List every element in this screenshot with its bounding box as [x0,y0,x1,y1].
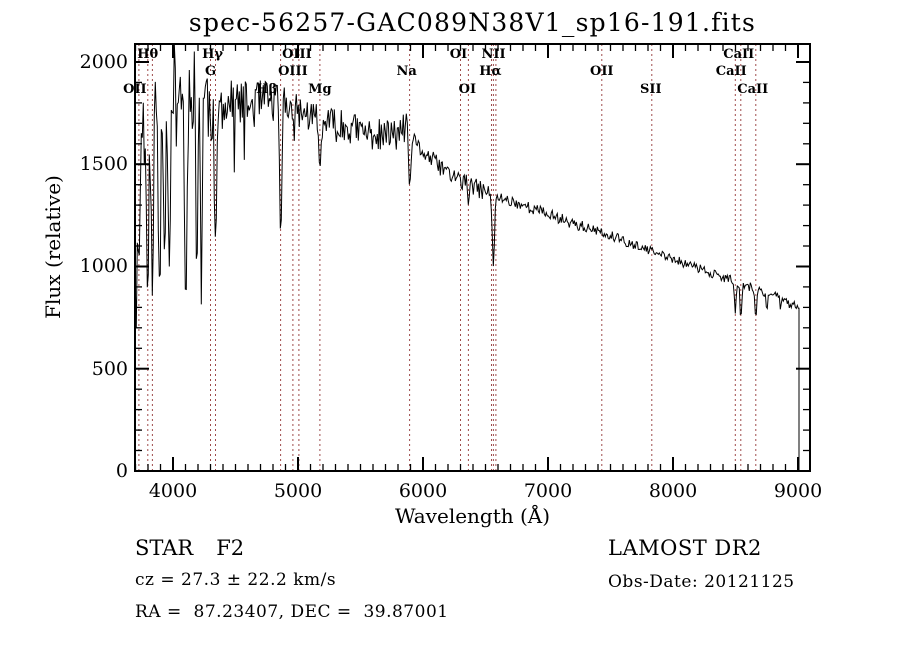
line-label: Hθ [137,47,159,62]
x-tick-label: 7000 [523,480,573,502]
line-label: Hγ [202,47,223,62]
obs-date: Obs-Date: 20121125 [608,572,795,592]
object-subclass: F2 [216,536,245,560]
x-tick-label: 4000 [148,480,198,502]
line-label: OII [123,82,147,97]
y-tick-label: 1500 [79,153,128,176]
x-tick-label: 6000 [398,480,448,502]
y-tick-label: 2000 [79,50,128,73]
line-label: CaII [737,82,769,97]
line-label: OIII [282,47,312,62]
line-label: Hβ [256,82,278,97]
y-tick-label: 0 [115,460,128,482]
y-axis-label: Flux (relative) [41,175,65,319]
line-label: OI [458,82,477,97]
ra-dec-value: RA = 87.23407, DEC = 39.87001 [135,602,449,622]
object-class-line: STAR F2 [135,536,244,560]
line-label: Mg [308,82,332,97]
survey-name: LAMOST DR2 [608,536,762,560]
line-label: Hα [479,64,502,79]
x-tick-label: 9000 [773,480,823,502]
x-tick-label: 5000 [273,480,323,502]
x-tick-label: 8000 [648,480,698,502]
line-label: SII [639,82,662,97]
line-label: OIII [278,64,308,79]
y-tick-label: 500 [91,357,128,380]
y-tick-label: 1000 [79,255,128,278]
line-label: NII [481,47,506,62]
x-axis-label: Wavelength (Å) [394,504,551,528]
line-label: CaII [723,47,755,62]
object-class: STAR [135,536,194,560]
line-label: Na [396,64,417,79]
line-label: CaII [715,64,747,79]
line-label: G [204,64,217,79]
cz-value: cz = 27.3 ± 22.2 km/s [135,570,337,590]
line-label: OI [449,47,468,62]
line-label: OII [590,64,614,79]
plot-title: spec-56257-GAC089N38V1_sp16-191.fits [188,8,757,37]
